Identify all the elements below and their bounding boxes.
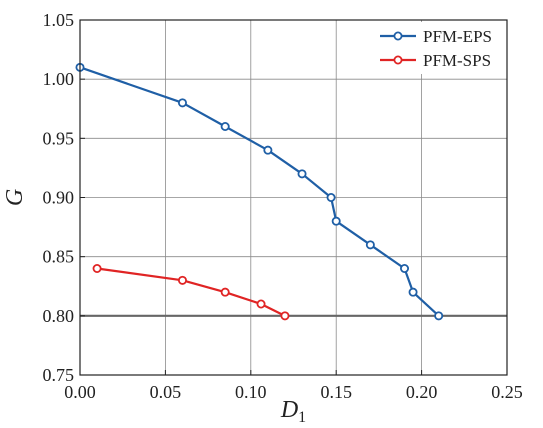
series-line xyxy=(96,267,286,317)
data-point xyxy=(177,275,187,285)
series-pfm-sps xyxy=(92,263,290,321)
x-tick-label: 0.15 xyxy=(320,382,352,402)
legend-label: PFM-SPS xyxy=(423,51,491,70)
data-point xyxy=(263,145,273,155)
legend: PFM-EPS PFM-SPS xyxy=(376,22,503,74)
data-point xyxy=(365,240,375,250)
y-tick-label: 0.80 xyxy=(43,306,75,326)
legend-item: PFM-SPS xyxy=(380,51,491,70)
y-tick-label: 0.75 xyxy=(43,365,75,385)
series-layer xyxy=(75,62,444,321)
series-pfm-eps xyxy=(75,62,444,321)
y-tick-label: 0.95 xyxy=(43,128,75,148)
data-point xyxy=(177,98,187,108)
data-point xyxy=(280,311,290,321)
y-tick-label: 0.85 xyxy=(43,247,75,267)
data-point xyxy=(434,311,444,321)
legend-marker xyxy=(393,31,403,41)
data-point xyxy=(331,216,341,226)
legend-marker xyxy=(393,55,403,65)
x-axis-ticks: 0.00 0.05 0.10 0.15 0.20 0.25 xyxy=(64,370,523,402)
legend-box xyxy=(376,22,503,74)
x-axis-label-subscript: 1 xyxy=(298,409,306,426)
legend-label: PFM-EPS xyxy=(423,27,492,46)
x-tick-label: 0.10 xyxy=(235,382,267,402)
legend-item: PFM-EPS xyxy=(380,27,492,46)
x-axis-label-main: D xyxy=(280,397,298,423)
y-tick-label: 1.00 xyxy=(43,69,75,89)
x-axis-label: D1 xyxy=(280,397,306,426)
x-tick-label: 0.20 xyxy=(406,382,438,402)
series-line xyxy=(79,66,440,317)
data-point xyxy=(326,192,336,202)
data-point xyxy=(220,122,230,132)
x-tick-label: 0.05 xyxy=(150,382,182,402)
x-tick-label: 0.00 xyxy=(64,382,96,402)
data-point xyxy=(256,299,266,309)
y-axis-ticks: 0.75 0.80 0.85 0.90 0.95 1.00 1.05 xyxy=(43,10,85,385)
data-point xyxy=(220,287,230,297)
y-tick-label: 1.05 xyxy=(43,10,75,30)
data-point xyxy=(92,263,102,273)
y-axis-label: G xyxy=(2,189,28,206)
data-point xyxy=(408,287,418,297)
data-point xyxy=(297,169,307,179)
x-tick-label: 0.25 xyxy=(491,382,523,402)
data-point xyxy=(400,263,410,273)
y-tick-label: 0.90 xyxy=(43,188,75,208)
